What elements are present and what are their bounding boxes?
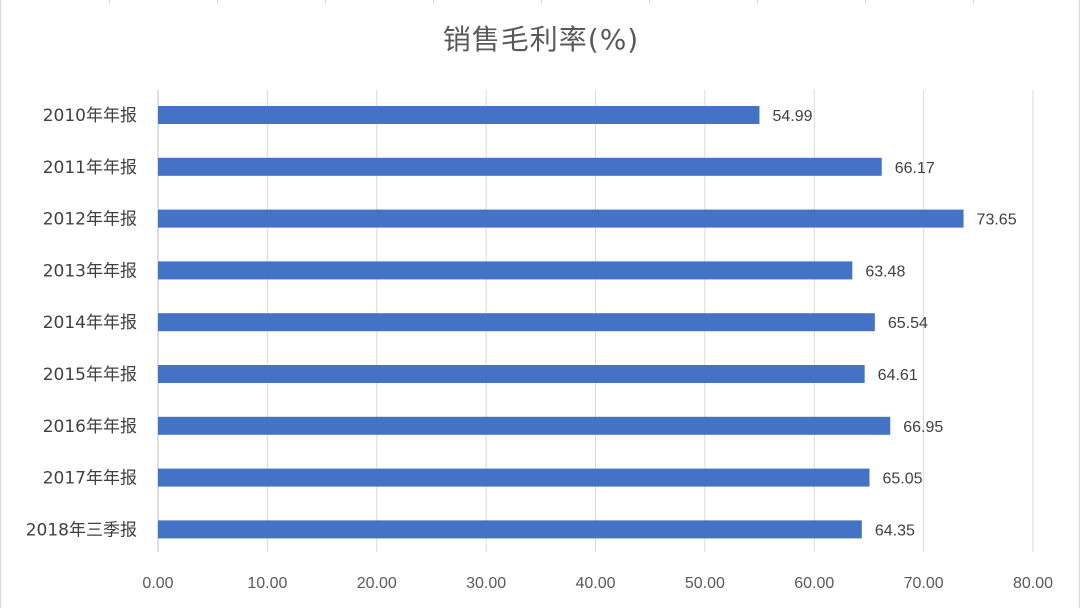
category-label: 2015年年报: [43, 365, 137, 385]
x-tick-label: 70.00: [904, 575, 944, 592]
bar: [158, 157, 882, 176]
x-tick-label: 30.00: [466, 575, 506, 592]
category-label: 2011年年报: [43, 158, 137, 178]
data-label: 65.05: [882, 471, 922, 488]
x-tick-label: 0.00: [142, 575, 173, 592]
x-tick-label: 20.00: [357, 575, 397, 592]
bar: [158, 313, 875, 332]
data-label: 63.48: [865, 263, 905, 280]
data-label: 66.95: [903, 419, 943, 436]
bar: [158, 209, 964, 228]
category-label: 2010年年报: [43, 106, 137, 126]
x-tick-label: 80.00: [1013, 575, 1053, 592]
bar: [158, 468, 870, 487]
category-label: 2014年年报: [43, 313, 137, 333]
x-tick-label: 40.00: [575, 575, 615, 592]
x-tick-label: 10.00: [247, 575, 287, 592]
bar: [158, 365, 865, 383]
bar: [158, 106, 760, 124]
x-tick-label: 60.00: [794, 575, 834, 592]
data-label: 64.35: [875, 522, 915, 539]
bar: [158, 416, 891, 435]
category-label: 2017年年报: [43, 469, 137, 489]
bar: [158, 261, 853, 280]
data-label: 73.65: [977, 212, 1017, 229]
category-label: 2018年三季报: [26, 520, 137, 540]
data-label: 54.99: [772, 108, 812, 125]
data-label: 66.17: [895, 160, 935, 177]
category-label: 2012年年报: [43, 210, 137, 230]
top-border-strip: [1, 0, 1080, 4]
category-label: 2016年年报: [43, 417, 137, 437]
data-label: 64.61: [878, 367, 918, 384]
data-label: 65.54: [888, 315, 928, 332]
x-tick-label: 50.00: [685, 575, 725, 592]
bar: [158, 520, 862, 539]
category-label: 2013年年报: [43, 261, 137, 281]
chart-title: 销售毛利率(%): [442, 23, 640, 56]
